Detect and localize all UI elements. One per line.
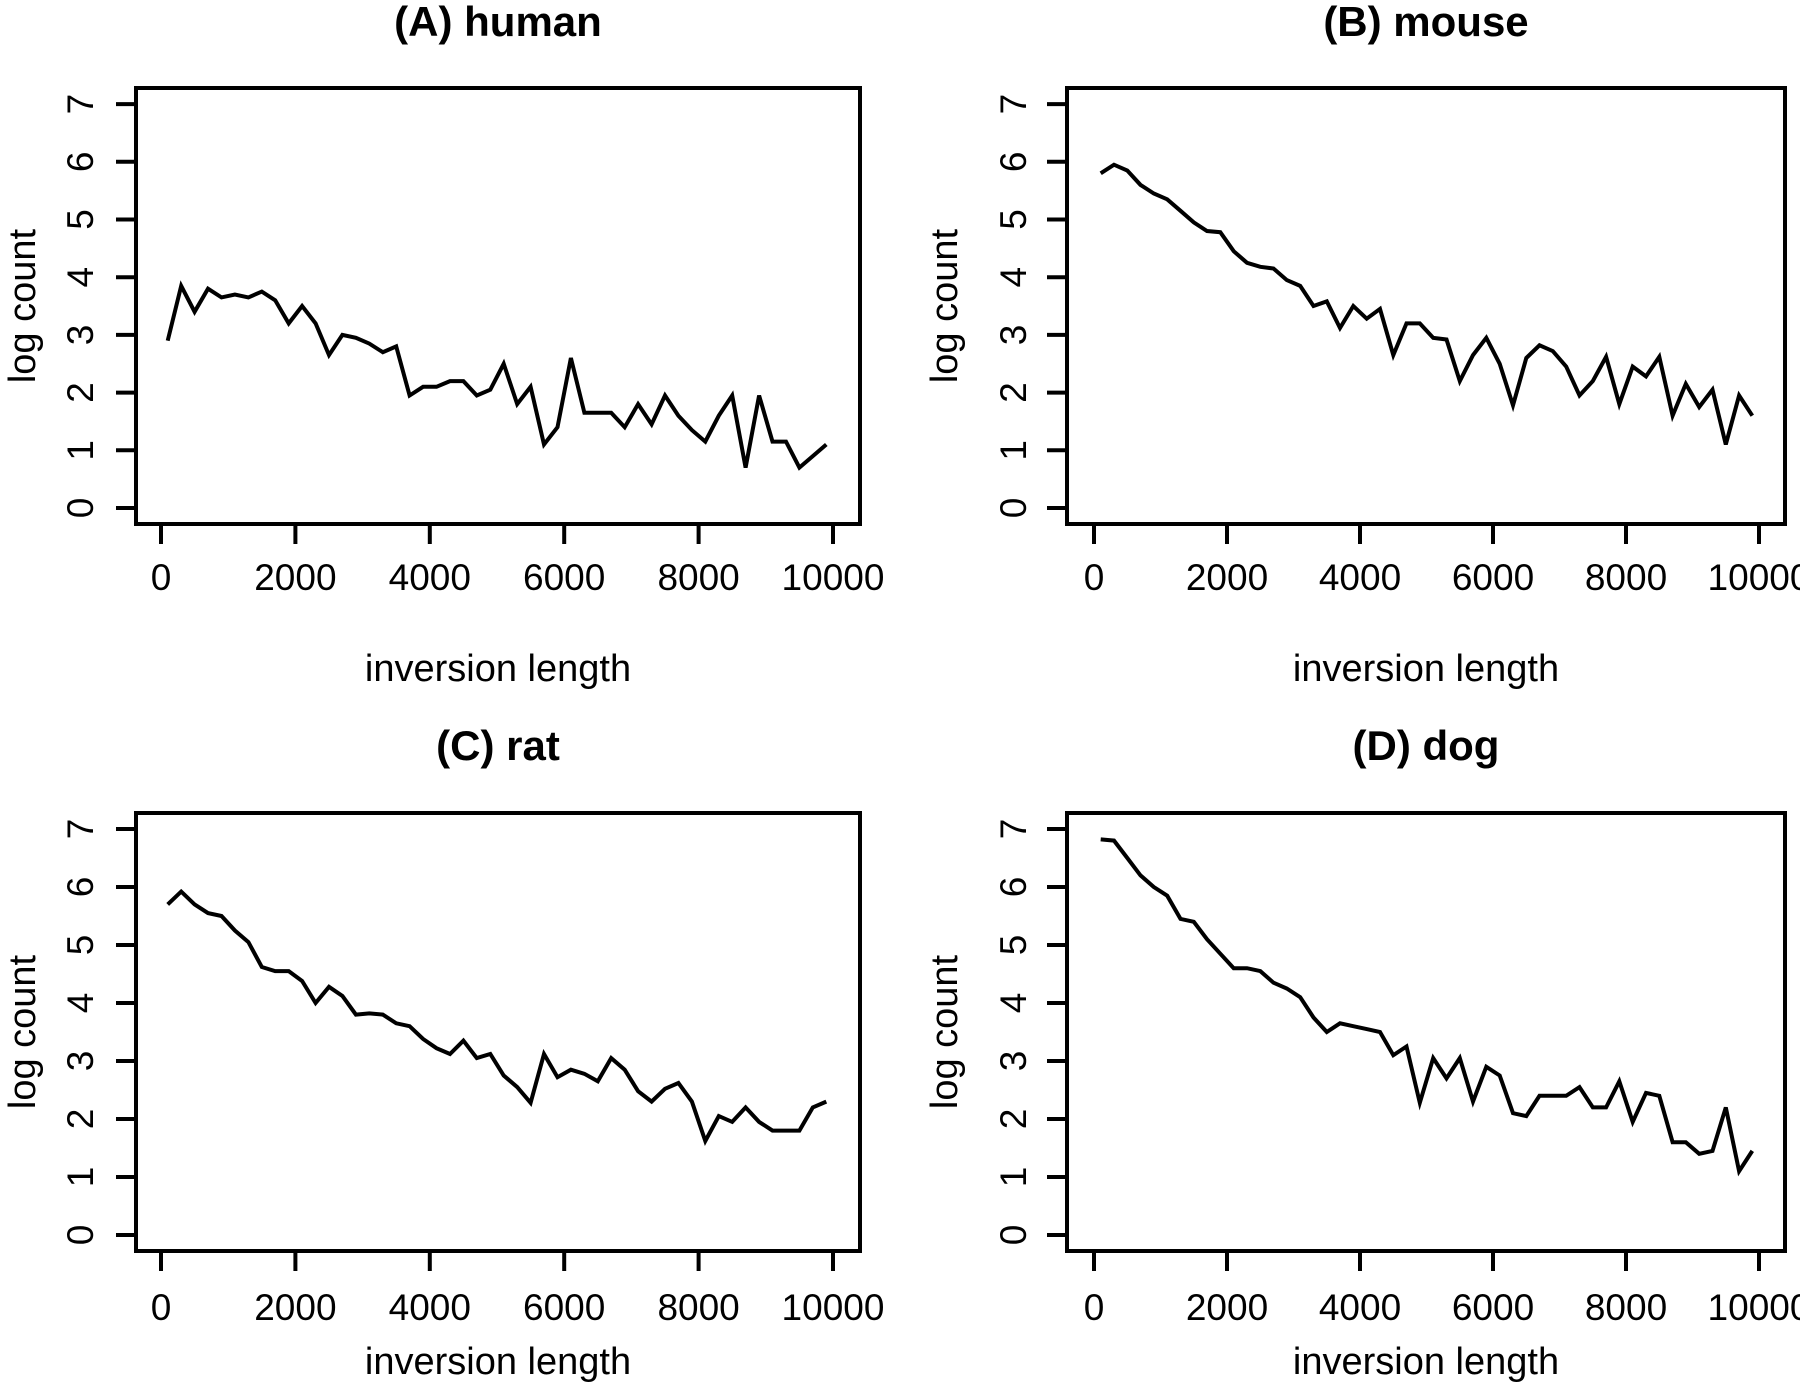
panel-title-d: (D) dog [1353, 722, 1500, 769]
y-tick-label-c: 6 [60, 877, 101, 898]
x-tick-label-a: 4000 [389, 557, 471, 598]
y-tick-label-d: 4 [993, 993, 1034, 1014]
y-tick-label-d: 3 [993, 1051, 1034, 1072]
x-tick-label-b: 2000 [1186, 557, 1268, 598]
x-tick-label-c: 10000 [782, 1287, 885, 1328]
panel-c: 0 2000 4000 6000 8000 10000 0 1 2 3 4 5 6 7 (C) rat inv… [2, 722, 884, 1383]
data-line-d [1100, 837, 1754, 1177]
y-tick-label-b: 0 [993, 498, 1034, 519]
panel-b: 0 2000 4000 6000 8000 10000 0 1 2 3 4 5 6 7 (B) mouse i… [924, 0, 1800, 690]
y-tick-label-b: 7 [993, 94, 1034, 115]
y-tick-label-c: 5 [60, 935, 101, 956]
y-tick-label-c: 1 [60, 1167, 101, 1188]
y-tick-label-a: 2 [60, 382, 101, 403]
y-tick-label-a: 6 [60, 152, 101, 173]
y-tick-label-b: 3 [993, 325, 1034, 346]
data-line-c [166, 888, 828, 1146]
panel-title-a: (A) human [394, 0, 602, 45]
data-line-b [1099, 162, 1754, 446]
x-tick-label-a: 0 [151, 557, 172, 598]
y-tick-label-d: 6 [993, 877, 1034, 898]
x-tick-label-b: 8000 [1585, 557, 1667, 598]
x-tick-label-b: 10000 [1708, 557, 1800, 598]
x-tick-label-d: 8000 [1585, 1287, 1667, 1328]
y-tick-label-c: 0 [60, 1225, 101, 1246]
plot-box-a [134, 86, 862, 526]
x-tick-label-a: 6000 [523, 557, 605, 598]
y-tick-label-b: 1 [993, 440, 1034, 461]
plot-box-d [1065, 811, 1787, 1253]
x-tick-label-a: 10000 [782, 557, 885, 598]
y-tick-label-a: 1 [60, 440, 101, 461]
panel-a: 0 2000 4000 6000 8000 10000 0 1 2 3 4 5 6 7 (A) human i… [2, 0, 884, 690]
y-tick-label-a: 0 [60, 498, 101, 519]
y-axis-label-d: log count [924, 954, 966, 1109]
x-tick-label-c: 0 [151, 1287, 172, 1328]
y-tick-label-b: 2 [993, 382, 1034, 403]
y-tick-label-d: 5 [993, 935, 1034, 956]
y-tick-label-d: 0 [993, 1225, 1034, 1246]
y-tick-label-a: 3 [60, 325, 101, 346]
x-axis-label-c: inversion length [365, 1341, 631, 1383]
x-axis-label-d: inversion length [1293, 1341, 1559, 1383]
plot-box-c [134, 811, 862, 1253]
y-tick-label-c: 2 [60, 1109, 101, 1130]
y-tick-label-c: 4 [60, 993, 101, 1014]
y-axis-label-b: log count [924, 228, 966, 383]
x-tick-label-d: 10000 [1708, 1287, 1800, 1328]
x-tick-label-d: 0 [1084, 1287, 1105, 1328]
x-tick-label-d: 4000 [1319, 1287, 1401, 1328]
y-tick-label-a: 7 [60, 94, 101, 115]
data-line-a [165, 280, 828, 471]
y-tick-label-b: 6 [993, 152, 1034, 173]
panel-title-c: (C) rat [436, 722, 560, 769]
x-tick-label-b: 4000 [1319, 557, 1401, 598]
y-tick-label-a: 4 [60, 267, 101, 288]
x-tick-label-c: 8000 [657, 1287, 739, 1328]
x-tick-label-d: 6000 [1452, 1287, 1534, 1328]
panel-d: 0 2000 4000 6000 8000 10000 0 1 2 3 4 5 6 7 (D) dog inv… [924, 722, 1800, 1383]
x-tick-label-c: 6000 [523, 1287, 605, 1328]
y-tick-label-d: 1 [993, 1167, 1034, 1188]
plot-box-b [1065, 86, 1787, 526]
y-tick-label-d: 7 [993, 819, 1034, 840]
x-axis-label-a: inversion length [365, 648, 631, 690]
y-axis-label-c: log count [2, 954, 44, 1109]
y-tick-label-a: 5 [60, 209, 101, 230]
y-tick-label-b: 5 [993, 209, 1034, 230]
y-tick-label-d: 2 [993, 1109, 1034, 1130]
x-axis-label-b: inversion length [1293, 648, 1559, 690]
y-axis-label-a: log count [2, 228, 44, 383]
x-tick-label-d: 2000 [1186, 1287, 1268, 1328]
y-tick-label-c: 3 [60, 1051, 101, 1072]
panel-title-b: (B) mouse [1323, 0, 1528, 45]
x-tick-label-b: 6000 [1452, 557, 1534, 598]
x-tick-label-b: 0 [1084, 557, 1105, 598]
y-tick-label-c: 7 [60, 819, 101, 840]
x-tick-label-c: 4000 [389, 1287, 471, 1328]
y-tick-label-b: 4 [993, 267, 1034, 288]
x-tick-label-c: 2000 [254, 1287, 336, 1328]
x-tick-label-a: 8000 [657, 557, 739, 598]
x-tick-label-a: 2000 [254, 557, 336, 598]
